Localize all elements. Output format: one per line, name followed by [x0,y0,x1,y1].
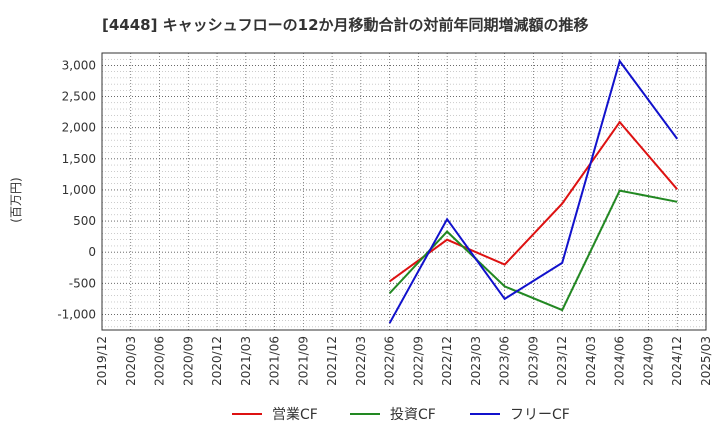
x-tick-label: 2024/06 [613,336,627,386]
chart-title: [4448] キャッシュフローの12か月移動合計の対前年同期増減額の推移 [102,16,589,34]
y-tick-label: -500 [69,276,96,290]
x-tick-label: 2024/03 [584,336,598,386]
x-tick-label: 2020/09 [181,336,195,386]
x-tick-label: 2020/06 [153,336,167,386]
y-tick-label: 3,000 [62,58,96,72]
x-tick-label: 2024/09 [641,336,655,386]
x-tick-label: 2021/12 [325,336,339,386]
x-tick-label: 2021/09 [296,336,310,386]
x-tick-label: 2021/03 [239,336,253,386]
y-tick-label: 2,500 [62,90,96,104]
x-tick-label: 2019/12 [95,336,109,386]
x-tick-label: 2022/09 [411,336,425,386]
plot-frame [101,52,707,331]
legend-label: 投資CF [390,407,436,423]
x-tick-label: 2025/03 [699,336,713,386]
y-tick-label: 1,000 [62,183,96,197]
x-tick-label: 2022/12 [440,336,454,386]
x-tick-label: 2023/06 [498,336,512,386]
series-lines [388,58,679,324]
grid [101,52,707,330]
y-tick-labels: -1,000 -500 0 500 1,000 1,500 2,000 2,500 3,000 [57,58,96,321]
series-line [388,58,679,324]
y-tick-label: 1,500 [62,152,96,166]
series-line [389,120,678,283]
x-tick-label: 2023/09 [526,336,540,386]
legend-label: 営業CF [272,407,318,423]
x-tick-label: 2022/06 [383,336,397,386]
legend: 営業CF 投資CF フリーCF [232,407,570,423]
x-tick-label: 2023/03 [469,336,483,386]
x-tick-label: 2020/03 [124,336,138,386]
legend-label: フリーCF [510,407,570,423]
y-axis-label: (百万円) [9,177,23,222]
x-tick-label: 2024/12 [670,336,684,386]
x-tick-label: 2023/12 [555,336,569,386]
series-line [388,189,678,312]
x-tick-labels: 2019/12 2020/03 2020/06 2020/09 2020/12 2021/… [95,336,713,386]
x-tick-label: 2020/12 [210,336,224,386]
y-tick-label: 2,000 [62,121,96,135]
x-tick-label: 2021/06 [268,336,282,386]
y-tick-label: -1,000 [57,307,96,321]
x-tick-label: 2022/03 [354,336,368,386]
y-tick-label: 500 [73,214,96,228]
y-tick-label: 0 [88,245,96,259]
